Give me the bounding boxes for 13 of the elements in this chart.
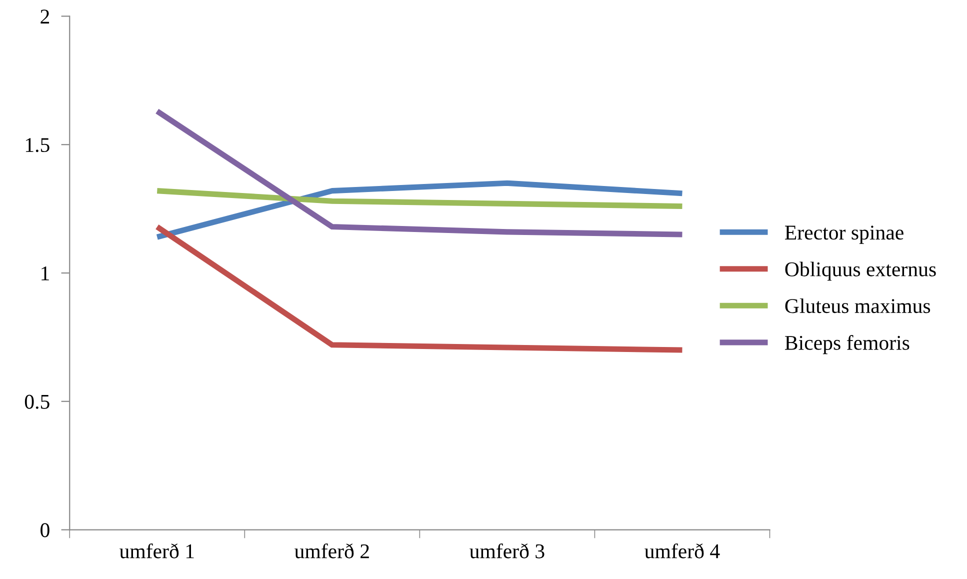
x-tick-label: umferð 2: [294, 543, 369, 558]
legend-label: Obliquus externus: [785, 262, 936, 281]
legend-label: Biceps femoris: [785, 335, 910, 354]
y-tick-label: 0.5: [24, 394, 50, 409]
legend-label: Erector spinae: [785, 226, 904, 244]
y-tick-label: 1.5: [26, 138, 50, 152]
y-tick-label: 2: [40, 10, 50, 24]
x-tick-label: umferð 4: [644, 543, 720, 558]
y-tick-label: 0: [40, 523, 50, 538]
legend-label: Gluteus maximus: [785, 298, 930, 314]
x-tick-label: umferð 1: [120, 543, 194, 558]
x-tick-label: umferð 3: [470, 543, 544, 558]
y-tick-label: 1: [42, 266, 49, 280]
